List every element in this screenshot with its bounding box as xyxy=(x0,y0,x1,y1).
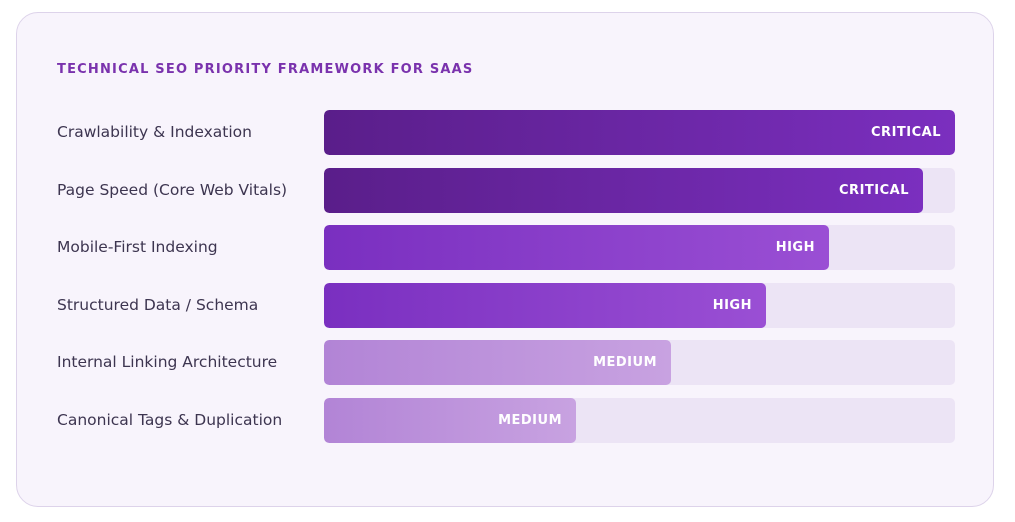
bar-track: HIGH xyxy=(324,225,955,270)
bar-row: Mobile-First Indexing HIGH xyxy=(57,225,955,270)
bar: CRITICAL xyxy=(324,110,955,155)
bar: MEDIUM xyxy=(324,397,576,443)
bar-track: MEDIUM xyxy=(324,340,955,385)
category-label: Canonical Tags & Duplication xyxy=(57,410,283,429)
bar-row: Crawlability & Indexation CRITICAL xyxy=(57,110,955,155)
priority-label: CRITICAL xyxy=(839,182,909,198)
priority-label: HIGH xyxy=(712,297,752,313)
bar-track: CRITICAL xyxy=(324,167,955,213)
bar-track: CRITICAL xyxy=(324,110,955,155)
category-label: Structured Data / Schema xyxy=(57,295,259,314)
priority-label: MEDIUM xyxy=(593,355,657,370)
bar-row: Structured Data / Schema HIGH xyxy=(57,282,955,328)
priority-label: MEDIUM xyxy=(498,412,562,428)
category-label: Crawlability & Indexation xyxy=(57,123,252,141)
bar: HIGH xyxy=(324,225,829,270)
category-label: Internal Linking Architecture xyxy=(57,353,278,371)
priority-label: CRITICAL xyxy=(871,125,941,140)
bar: HIGH xyxy=(324,282,766,328)
bar-track: HIGH xyxy=(324,282,955,328)
chart-card: TECHNICAL SEO PRIORITY FRAMEWORK FOR SAA… xyxy=(16,12,994,507)
chart-title: TECHNICAL SEO PRIORITY FRAMEWORK FOR SAA… xyxy=(57,62,474,77)
category-label: Page Speed (Core Web Vitals) xyxy=(57,180,288,199)
bar: MEDIUM xyxy=(324,340,671,385)
bar-row: Page Speed (Core Web Vitals) CRITICAL xyxy=(57,167,955,213)
bar-row: Canonical Tags & Duplication MEDIUM xyxy=(57,397,955,443)
priority-label: HIGH xyxy=(775,240,815,255)
bar: CRITICAL xyxy=(324,167,923,213)
bar-row: Internal Linking Architecture MEDIUM xyxy=(57,340,955,385)
bar-track: MEDIUM xyxy=(324,397,955,443)
category-label: Mobile-First Indexing xyxy=(57,238,218,256)
